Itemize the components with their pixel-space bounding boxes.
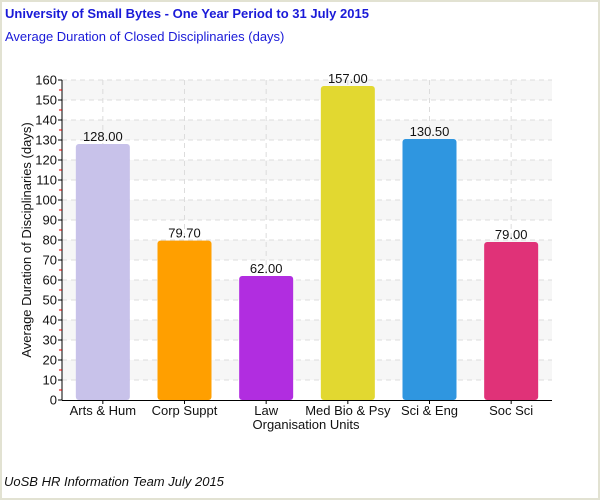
y-tick-label: 80 [43,233,57,248]
plot-band [62,280,552,300]
axes: 0 10 20 30 40 50 60 70 80 90 100 110 120 130 140 150 160… [35,73,552,418]
bar-med-bio-psy [320,86,375,400]
data-label: 62.00 [250,261,283,276]
bar-sci-eng [402,139,457,400]
bar-corp-suppt [157,240,212,400]
data-label: 79.00 [495,227,528,242]
y-tick-label: 30 [43,333,57,348]
y-tick-label: 90 [43,213,57,228]
y-tick-label: 100 [35,193,57,208]
x-tick-label: Law [254,403,278,418]
plot-band [62,240,552,260]
y-tick-label: 160 [35,73,57,88]
y-tick-label: 20 [43,353,57,368]
y-tick-label: 40 [43,313,57,328]
plot-background [62,80,552,380]
plot-band [62,200,552,220]
y-tick-label: 120 [35,153,57,168]
x-tick-label: Med Bio & Psy [305,403,391,418]
data-labels: 128.00 79.70 62.00 157.00 130.50 79.00 [83,71,527,276]
y-tick-label: 70 [43,253,57,268]
chart-title: University of Small Bytes - One Year Per… [5,6,369,21]
plot-band [62,320,552,340]
gridlines [62,79,552,400]
y-tick-label: 140 [35,113,57,128]
data-label: 130.50 [410,124,450,139]
x-tick-label: Corp Suppt [152,403,218,418]
y-tick-label: 150 [35,93,57,108]
bars [75,86,539,400]
data-label: 157.00 [328,71,368,86]
plot-band [62,160,552,180]
x-tick-label: Soc Sci [489,403,533,418]
footer-credit: UoSB HR Information Team July 2015 [4,474,224,489]
data-label: 79.70 [168,226,201,241]
plot-band [62,360,552,380]
y-tick-label: 110 [36,173,57,188]
data-label: 128.00 [83,129,123,144]
plot-band [62,120,552,140]
y-tick-label: 130 [35,133,57,148]
chart-subtitle: Average Duration of Closed Disciplinarie… [5,29,285,44]
bar-law [239,276,294,400]
x-axis-title: Organisation Units [253,417,360,432]
bar-soc-sci [484,242,539,400]
y-axis-title: Average Duration of Disciplinaries (days… [19,122,34,357]
plot-band [62,80,552,100]
x-tick-label: Arts & Hum [70,403,136,418]
bar-arts-hum [75,144,130,400]
y-tick-label: 50 [43,293,57,308]
x-tick-label: Sci & Eng [401,403,458,418]
y-tick-label: 0 [50,393,57,408]
y-tick-label: 60 [43,273,57,288]
y-tick-label: 10 [43,373,57,388]
